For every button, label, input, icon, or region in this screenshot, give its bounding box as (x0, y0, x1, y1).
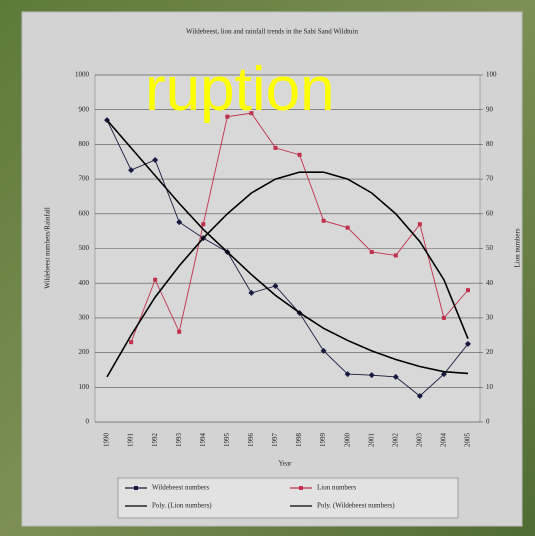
marker (201, 222, 206, 227)
x-axis-label: Year (279, 460, 293, 468)
series-line (106, 119, 469, 397)
marker (129, 340, 134, 345)
x-tick-label: 1992 (151, 433, 159, 448)
x-tick-label: 1994 (199, 433, 207, 448)
y-tick-label: 700 (79, 175, 90, 183)
y-axis-label: Wildebeest numbers/Rainfall (44, 207, 52, 289)
x-tick-label: 1991 (127, 433, 135, 448)
x-tick-label: 2003 (415, 433, 423, 448)
legend-marker (299, 486, 303, 490)
y-tick-label: 800 (79, 140, 90, 148)
overlay-text: ruption (145, 55, 335, 124)
y-tick-label: 600 (79, 209, 90, 217)
series-line (106, 119, 469, 375)
legend-label: Poly. (Wildebeest numbers) (317, 502, 395, 510)
chart-title: Wildebeest, lion and rainfall trends in … (186, 28, 358, 36)
y2-axis-label: Lion numbers (514, 228, 522, 267)
y-tick-label: 0 (86, 418, 90, 426)
y2-tick-label: 60 (486, 209, 494, 217)
marker (176, 219, 183, 226)
marker (465, 288, 470, 293)
series-line (106, 171, 469, 378)
x-tick-label: 2000 (343, 433, 351, 448)
x-tick-label: 1995 (223, 433, 231, 448)
marker (417, 222, 422, 227)
y2-tick-label: 20 (486, 348, 494, 356)
legend-label: Poly. (Lion numbers) (152, 502, 212, 510)
y2-tick-label: 50 (486, 244, 494, 252)
x-tick-label: 1993 (175, 433, 183, 448)
marker (393, 253, 398, 258)
marker (321, 218, 326, 223)
y2-tick-label: 100 (486, 71, 497, 79)
x-tick-label: 2002 (391, 433, 399, 448)
marker (320, 347, 327, 354)
x-tick-label: 2005 (464, 433, 472, 448)
y2-tick-label: 40 (486, 279, 494, 287)
x-tick-label: 2004 (440, 433, 448, 448)
marker (177, 329, 182, 334)
y2-tick-label: 10 (486, 383, 494, 391)
y-tick-label: 200 (79, 348, 90, 356)
marker (416, 392, 423, 399)
x-tick-label: 1998 (295, 433, 303, 448)
marker (441, 315, 446, 320)
marker (464, 340, 471, 347)
marker (249, 111, 254, 116)
marker (297, 152, 302, 157)
y-tick-label: 100 (79, 383, 90, 391)
y2-tick-label: 80 (486, 140, 494, 148)
marker (273, 145, 278, 150)
marker (225, 114, 230, 119)
y-tick-label: 300 (79, 314, 90, 322)
legend-label: Wildebeest numbers (152, 484, 209, 492)
marker (344, 371, 351, 378)
y-tick-label: 500 (79, 244, 90, 252)
marker (272, 282, 279, 289)
y2-tick-label: 90 (486, 105, 494, 113)
x-tick-label: 1996 (247, 433, 255, 448)
y-tick-label: 900 (79, 105, 90, 113)
marker (248, 289, 255, 296)
y-tick-label: 1000 (75, 71, 90, 79)
y-tick-label: 400 (79, 279, 90, 287)
x-tick-label: 1990 (103, 433, 111, 448)
marker (440, 371, 447, 378)
marker (345, 225, 350, 230)
marker (128, 167, 135, 174)
y2-tick-label: 70 (486, 175, 494, 183)
marker (152, 157, 159, 164)
y2-tick-label: 30 (486, 314, 494, 322)
legend (117, 477, 459, 519)
marker (368, 372, 375, 379)
legend-marker (134, 486, 138, 490)
x-tick-label: 2001 (367, 433, 375, 448)
x-tick-label: 1999 (319, 433, 327, 448)
legend-label: Lion numbers (317, 484, 356, 492)
y2-tick-label: 0 (486, 418, 490, 426)
marker (392, 373, 399, 380)
marker (369, 249, 374, 254)
marker (153, 277, 158, 282)
x-tick-label: 1997 (271, 433, 279, 448)
